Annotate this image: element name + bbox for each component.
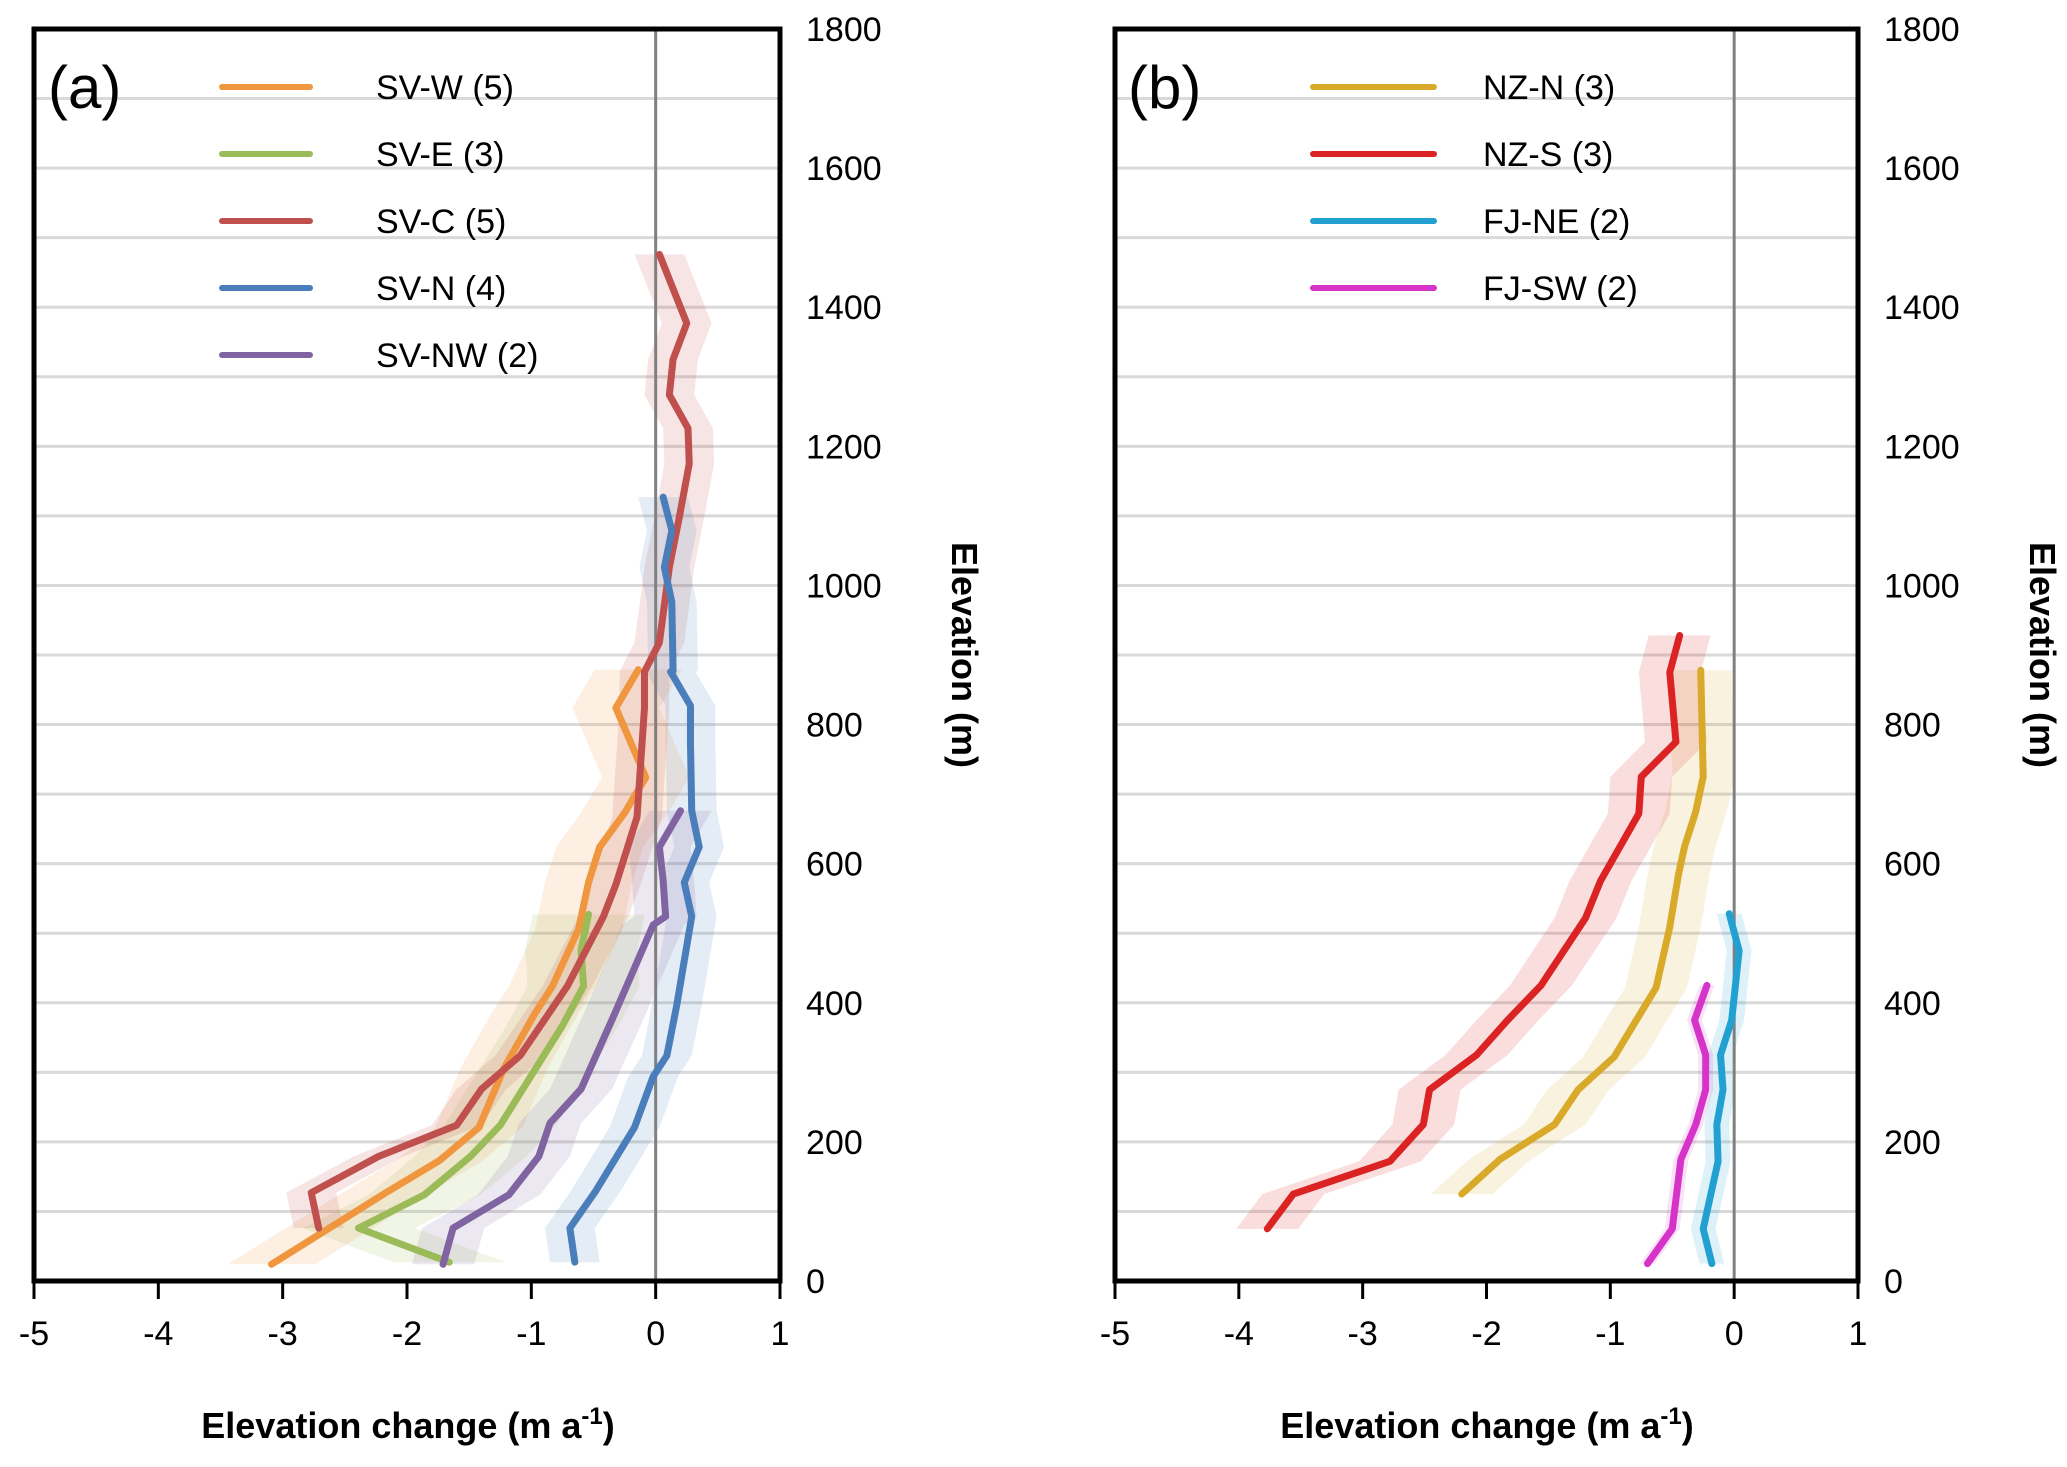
legend-item: SV-W (5) (219, 69, 514, 107)
x-tick-label: -2 (392, 1315, 422, 1353)
legend-label: NZ-S (3) (1483, 136, 1613, 174)
y-tick-label: 1200 (1884, 428, 1960, 466)
y-tick-label: 600 (1884, 846, 1941, 884)
panel-a: -5 -4 -3 -2 -1 0 10200400600800100012001400160… (19, 11, 985, 1446)
x-tick-label: -3 (268, 1315, 298, 1353)
y-tick-label: 200 (806, 1124, 863, 1162)
y-tick-label: 400 (806, 985, 863, 1023)
y-tick-label: 0 (1884, 1263, 1903, 1301)
y-axis-title: Elevation (m) (944, 542, 985, 768)
legend-item: NZ-N (3) (1310, 69, 1615, 107)
legend-item: NZ-S (3) (1310, 136, 1613, 174)
x-tick-label: -5 (19, 1315, 49, 1353)
legend-item: SV-NW (2) (219, 337, 538, 375)
legend-label: SV-C (5) (376, 203, 506, 241)
x-axis-title: Elevation change (m a-1) (201, 1403, 614, 1446)
series-line-fj-sw (1643, 981, 1711, 1268)
x-tick-label: 0 (646, 1315, 665, 1353)
y-tick-label: 200 (1884, 1124, 1941, 1162)
legend: NZ-N (3) NZ-S (3) FJ-NE (2) FJ-SW (2) (1310, 69, 1638, 308)
panel-label: (a) (48, 54, 121, 121)
x-tick-label: -1 (516, 1315, 546, 1353)
panel-label: (b) (1128, 54, 1201, 121)
y-tick-label: 1000 (1884, 567, 1960, 605)
x-axis-title: Elevation change (m a-1) (1280, 1403, 1693, 1446)
x-tick-label: -4 (1224, 1315, 1254, 1353)
series-line-fj-ne (1699, 910, 1743, 1268)
series-line-sv-c (307, 250, 693, 1232)
legend-label: FJ-NE (2) (1483, 203, 1630, 241)
y-tick-label: 1600 (1884, 150, 1960, 188)
y-tick-label: 400 (1884, 985, 1941, 1023)
y-tick-label: 800 (806, 707, 863, 745)
y-tick-label: 1600 (806, 150, 882, 188)
x-tick-label: -5 (1100, 1315, 1130, 1353)
x-tick-label: -2 (1471, 1315, 1501, 1353)
legend-label: SV-E (3) (376, 136, 504, 174)
y-tick-label: 1800 (1884, 11, 1960, 49)
x-tick-label: -4 (143, 1315, 173, 1353)
y-tick-label: 600 (806, 846, 863, 884)
legend-label: FJ-SW (2) (1483, 270, 1638, 308)
x-tick-label: 0 (1725, 1315, 1744, 1353)
x-tick-label: 1 (1849, 1315, 1868, 1353)
series-line-nz-n (1458, 666, 1707, 1198)
x-tick-label: 1 (771, 1315, 790, 1353)
legend: SV-W (5) SV-E (3) SV-C (5) SV-N (4) SV-NW (2… (219, 69, 538, 375)
panel-b: -5 -4 -3 -2 -1 0 10200400600800100012001400160… (1100, 11, 2063, 1446)
y-tick-label: 1000 (806, 567, 882, 605)
legend-item: SV-E (3) (219, 136, 504, 174)
y-tick-label: 1400 (1884, 289, 1960, 327)
y-tick-label: 1800 (806, 11, 882, 49)
series-line-sv-n (566, 493, 703, 1266)
legend-label: SV-N (4) (376, 270, 506, 308)
y-tick-label: 0 (806, 1263, 825, 1301)
legend-item: FJ-SW (2) (1310, 270, 1638, 308)
series-line-sv-nw (439, 807, 685, 1268)
x-tick-label: -1 (1595, 1315, 1625, 1353)
x-tick-label: -3 (1348, 1315, 1378, 1353)
uncertainty-band-5 (411, 810, 712, 1265)
y-tick-label: 1400 (806, 289, 882, 327)
y-tick-label: 1200 (806, 428, 882, 466)
legend-label: NZ-N (3) (1483, 69, 1615, 107)
legend-item: FJ-NE (2) (1310, 203, 1630, 241)
series-line-nz-s (1263, 632, 1684, 1233)
y-tick-label: 800 (1884, 707, 1941, 745)
legend-item: SV-C (5) (219, 203, 506, 241)
y-axis-title: Elevation (m) (2022, 542, 2063, 768)
legend-item: SV-N (4) (219, 270, 506, 308)
legend-label: SV-NW (2) (376, 337, 538, 375)
legend-label: SV-W (5) (376, 69, 514, 107)
uncertainty-band-2 (1236, 635, 1711, 1229)
